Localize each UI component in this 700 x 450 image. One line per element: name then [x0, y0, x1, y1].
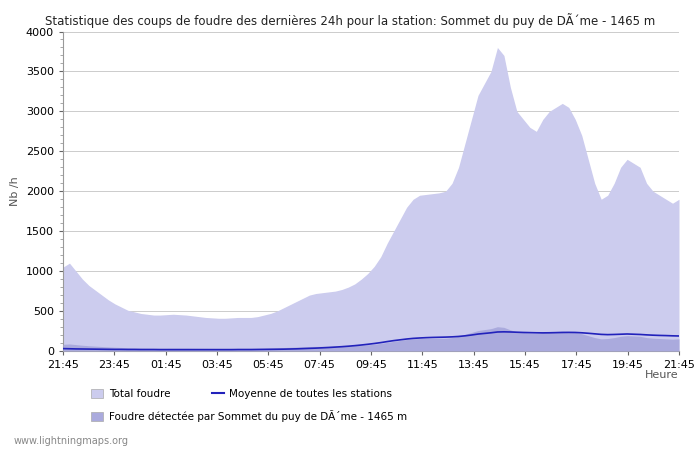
Legend: Foudre détectée par Sommet du puy de DÃ´me - 1465 m: Foudre détectée par Sommet du puy de DÃ´…	[87, 406, 411, 426]
Y-axis label: Nb /h: Nb /h	[10, 176, 20, 206]
Text: Heure: Heure	[645, 370, 679, 380]
Text: www.lightningmaps.org: www.lightningmaps.org	[14, 436, 129, 446]
Text: Statistique des coups de foudre des dernières 24h pour la station: Sommet du puy: Statistique des coups de foudre des dern…	[45, 14, 655, 28]
